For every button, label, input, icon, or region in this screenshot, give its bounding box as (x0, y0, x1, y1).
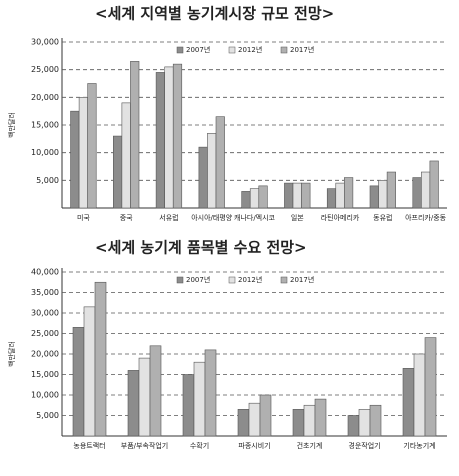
y-tick-label: 10,000 (31, 391, 59, 400)
x-tick-label: 부품/부속작업기 (121, 441, 168, 450)
y-tick-label: 35,000 (31, 288, 59, 297)
bar (292, 409, 305, 437)
bar (369, 185, 379, 209)
x-tick-label: 라틴아메리카 (321, 213, 360, 222)
y-tick-label: 30,000 (31, 309, 59, 318)
bar (284, 182, 294, 209)
bar (182, 374, 195, 437)
bar (204, 349, 217, 437)
x-tick-label: 파종시비기 (238, 441, 270, 450)
chart-title: <세계 농기계 품목별 수요 전망> (95, 239, 307, 257)
bar (386, 171, 396, 209)
bar (138, 357, 151, 437)
bar (424, 337, 437, 437)
bar (70, 110, 80, 209)
x-tick-label: 경운작업기 (348, 441, 380, 450)
bar (344, 177, 354, 209)
y-tick-label: 25,000 (31, 329, 59, 338)
y-tick-label: 40,000 (31, 268, 59, 277)
x-tick-label: 일본 (291, 213, 304, 222)
y-tick-label: 5,000 (36, 176, 59, 185)
y-tick-label: 15,000 (31, 370, 59, 379)
x-tick-label: 서유럽 (159, 213, 178, 222)
bar (358, 409, 371, 437)
y-axis-label: 백만달러 (7, 341, 16, 367)
bar (83, 306, 96, 437)
legend-swatch (176, 46, 184, 54)
y-tick-label: 15,000 (31, 121, 59, 130)
legend-swatch (228, 276, 236, 284)
bar (258, 185, 268, 209)
x-tick-label: 중국 (120, 214, 133, 222)
bar (172, 63, 183, 209)
y-tick-label: 10,000 (31, 148, 59, 157)
y-tick-label: 20,000 (31, 93, 59, 102)
legend-swatch (228, 46, 236, 54)
bar (164, 66, 174, 209)
x-tick-label: 수확기 (190, 441, 209, 450)
bar (314, 398, 327, 437)
bar (130, 61, 140, 209)
legend-label: 2017년 (290, 275, 314, 284)
bar (249, 188, 260, 209)
bar (198, 146, 208, 209)
x-tick-label: 기타농기계 (403, 441, 435, 450)
y-tick-label: 20,000 (31, 350, 59, 359)
bar (369, 404, 382, 437)
chart-title: <세계 지역별 농기계시장 규모 전망> (95, 5, 334, 23)
bar (94, 281, 107, 437)
bar (303, 404, 316, 437)
bar (155, 72, 165, 209)
legend-swatch (280, 46, 288, 54)
bar (127, 370, 140, 437)
bar (193, 361, 206, 437)
x-tick-label: 동유럽 (373, 213, 392, 222)
y-axis-label: 백만달러 (7, 112, 16, 138)
bar (78, 97, 88, 209)
legend-label: 2012년 (238, 275, 262, 284)
legend-label: 2007년 (186, 275, 210, 284)
legend-label: 2012년 (238, 45, 262, 54)
x-tick-label: 아시아/태평양 (191, 213, 233, 222)
bar (149, 345, 162, 437)
bar (248, 402, 261, 437)
bar (413, 353, 426, 437)
bar (347, 415, 360, 437)
bar (113, 135, 123, 209)
bar (259, 394, 272, 437)
bar (421, 171, 431, 209)
bar (215, 116, 225, 209)
x-tick-label: 미국 (77, 213, 90, 222)
y-tick-label: 5,000 (36, 411, 59, 420)
bar (326, 188, 337, 209)
bar (378, 180, 388, 209)
bar (292, 182, 302, 209)
bar (412, 177, 422, 209)
bar (207, 133, 217, 209)
x-tick-label: 농용트랙터 (73, 441, 105, 450)
bar (335, 182, 345, 209)
bar (301, 182, 311, 209)
legend-label: 2007년 (186, 45, 210, 54)
legend-label: 2017년 (290, 45, 314, 54)
x-tick-label: 건초기계 (297, 441, 323, 450)
bar (429, 160, 439, 209)
x-tick-label: 아프리카/중동 (405, 213, 447, 222)
y-tick-label: 30,000 (31, 38, 59, 47)
x-tick-label: 캐나다/멕시코 (234, 213, 276, 222)
bar (87, 83, 97, 209)
legend-swatch (280, 276, 288, 284)
bar (121, 102, 131, 209)
bar (241, 191, 251, 209)
bar (72, 327, 85, 437)
bar (237, 409, 250, 437)
bar (402, 368, 415, 437)
y-tick-label: 25,000 (31, 65, 59, 74)
legend-swatch (176, 276, 184, 284)
